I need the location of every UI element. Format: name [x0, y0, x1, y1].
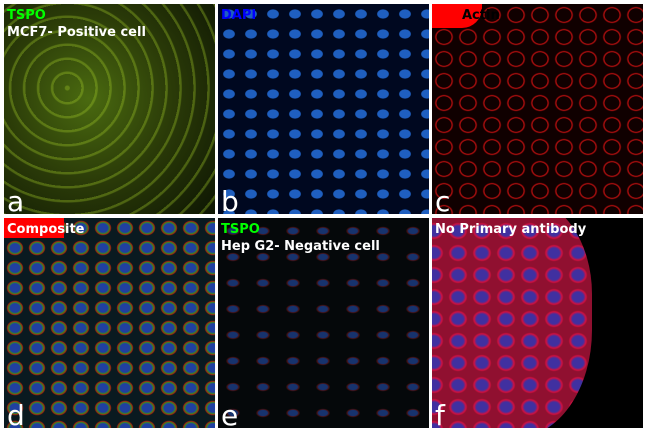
channel-label: No Primary antibody — [435, 222, 587, 237]
cell-line-label: Hep G2- Negative cell — [221, 239, 380, 254]
actin-texture — [432, 4, 643, 214]
panel-letter: f — [435, 399, 445, 429]
nuclei-texture — [218, 4, 429, 214]
red-saturation-area — [4, 218, 64, 238]
panel-letter: e — [221, 399, 239, 429]
panel-letter: d — [7, 399, 25, 429]
panel-a-tspo-mcf7: TSPO MCF7- Positive cell a — [4, 4, 215, 214]
cell-texture — [4, 4, 215, 214]
panel-d-composite: Composite d — [4, 218, 215, 428]
channel-label: TSPO — [221, 222, 260, 237]
panel-b-dapi: DAPI b — [218, 4, 429, 214]
channel-label: Composite — [7, 222, 85, 237]
cell-texture — [218, 218, 429, 428]
channel-label: TSPO — [7, 8, 46, 23]
panel-f-no-primary: No Primary antibody f — [432, 218, 643, 428]
panel-c-actin: Actin c — [432, 4, 643, 214]
panel-letter: c — [435, 185, 451, 215]
cell-cluster — [432, 218, 592, 428]
channel-label: Actin — [462, 8, 500, 23]
panel-letter: a — [7, 185, 25, 215]
cell-line-label: MCF7- Positive cell — [7, 25, 146, 40]
panel-e-tspo-hepg2: TSPO Hep G2- Negative cell e — [218, 218, 429, 428]
panel-letter: b — [221, 185, 239, 215]
channel-label: DAPI — [221, 8, 257, 23]
composite-texture — [4, 218, 215, 428]
red-saturation-area — [432, 4, 482, 28]
